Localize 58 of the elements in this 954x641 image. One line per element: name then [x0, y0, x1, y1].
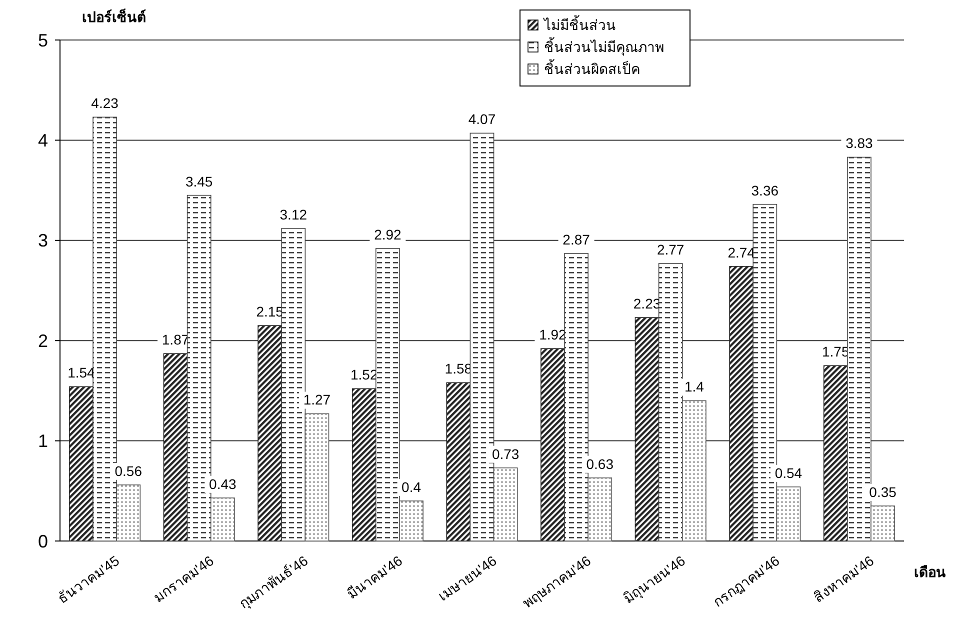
data-label: 2.87 [562, 231, 590, 248]
y-tick-label: 2 [38, 330, 48, 351]
y-tick-label: 5 [38, 30, 48, 50]
data-label: 4.23 [91, 95, 119, 112]
y-tick-label: 4 [38, 130, 48, 150]
data-label: 1.4 [684, 378, 704, 395]
bar [258, 325, 282, 542]
bar [210, 498, 235, 542]
data-label: 2.74 [728, 244, 756, 260]
bar [352, 388, 376, 542]
data-label: 0.56 [114, 462, 142, 479]
data-label: 2.77 [656, 241, 684, 258]
bar [281, 228, 306, 542]
data-label: 1.87 [162, 332, 190, 348]
y-axis-title: เปอร์เซ็นต์ [82, 8, 146, 25]
y-tick-label: 1 [38, 431, 48, 452]
y-tick-label: 0 [38, 531, 48, 552]
legend-label: ไม่มีชิ้นส่วน [543, 14, 616, 33]
bar [304, 413, 330, 542]
bar [682, 400, 706, 542]
legend-label: ชิ้นส่วนไม่มีคุณภาพ [544, 36, 664, 56]
data-label: 0.35 [869, 484, 897, 500]
bar [446, 382, 471, 542]
data-label: 4.07 [468, 111, 496, 128]
bar [92, 116, 117, 542]
bar [376, 248, 400, 542]
bar [470, 132, 494, 542]
bar [493, 467, 518, 542]
bar [752, 204, 778, 542]
data-label: 0.4 [402, 478, 422, 495]
bar [588, 477, 612, 542]
legend-label: ชิ้นส่วนผิดสเป็ค [544, 58, 640, 77]
bar [729, 266, 754, 542]
bar [634, 317, 660, 542]
bar [69, 386, 94, 542]
data-label: 1.27 [303, 392, 331, 408]
y-tick-label: 3 [38, 230, 48, 251]
bar [399, 500, 424, 542]
bar [116, 484, 141, 542]
data-label: 3.12 [280, 206, 308, 222]
bar [186, 194, 212, 542]
x-axis-title: เดือน [914, 564, 946, 580]
bar [776, 486, 801, 542]
data-label: 0.43 [209, 476, 237, 492]
bar [870, 506, 895, 542]
data-label: 0.73 [492, 446, 520, 462]
data-label: 0.63 [586, 456, 614, 472]
bar [540, 348, 565, 542]
data-label: 3.36 [751, 182, 779, 198]
bar [163, 353, 188, 542]
bar [564, 253, 588, 542]
data-label: 3.45 [185, 173, 213, 190]
bar [847, 156, 872, 542]
bar [823, 365, 848, 542]
data-label: 0.54 [774, 464, 802, 481]
bar [658, 263, 683, 542]
data-label: 2.92 [374, 226, 402, 242]
data-label: 3.83 [846, 135, 874, 152]
